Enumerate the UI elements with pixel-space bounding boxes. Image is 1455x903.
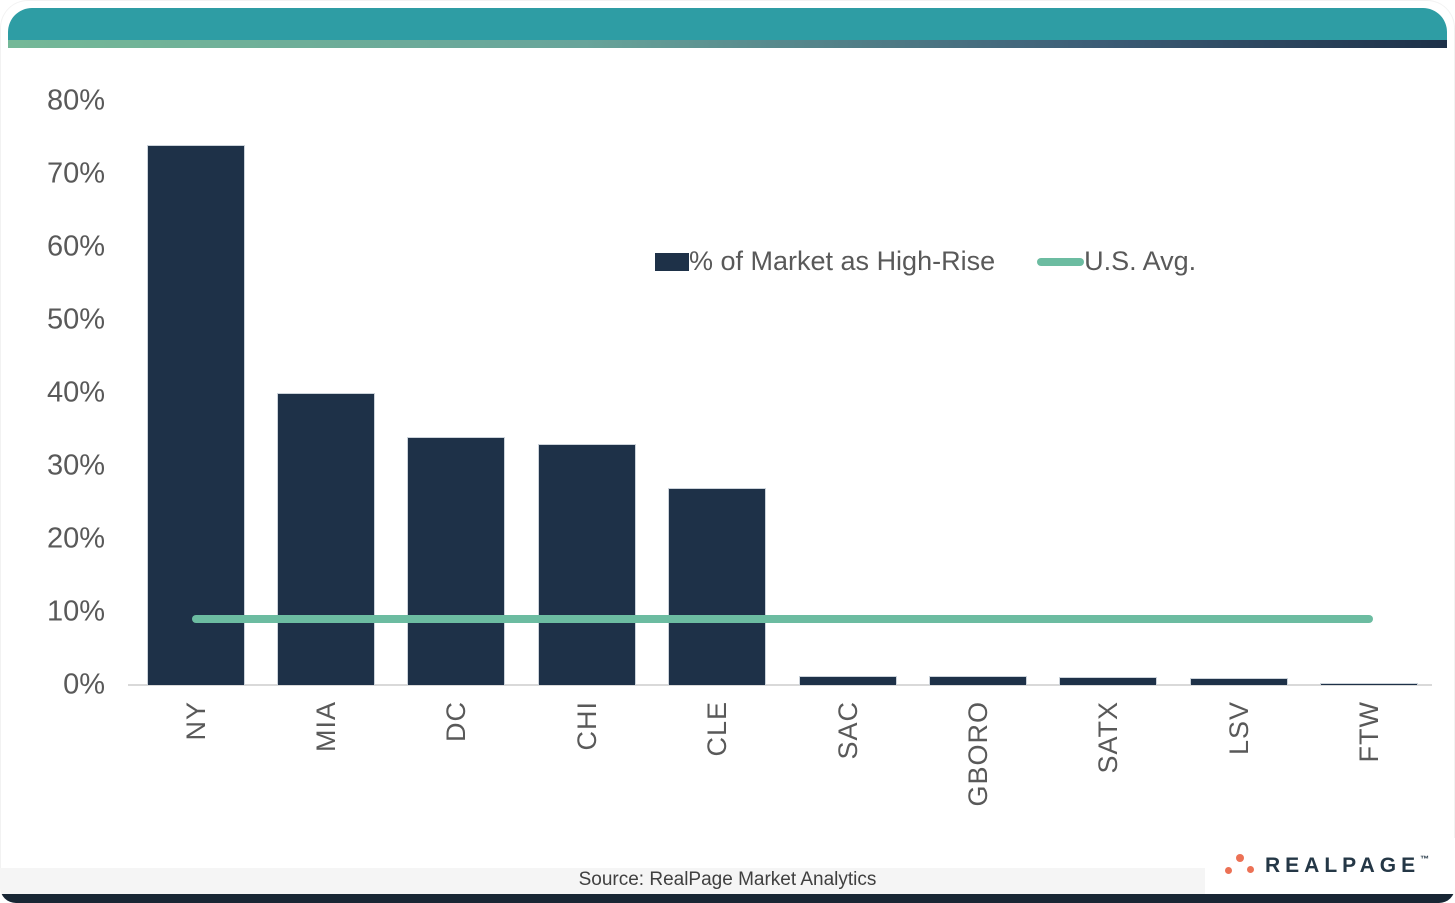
- legend-bar-label: % of Market as High-Rise: [689, 246, 996, 276]
- y-tick-label: 60%: [46, 230, 105, 263]
- y-tick-label: 50%: [46, 303, 105, 336]
- y-tick-label: 30%: [46, 449, 105, 482]
- us-avg-line: [191, 615, 1374, 624]
- source-text: Source: RealPage Market Analytics: [578, 869, 877, 890]
- footer-navy-bar: [0, 894, 1455, 903]
- x-axis-line: [128, 684, 1432, 686]
- bar-satx: [1059, 676, 1158, 685]
- y-tick-label: 80%: [46, 84, 105, 117]
- legend-line-swatch: [1037, 257, 1085, 266]
- legend: % of Market as High-Rise U.S. Avg.: [655, 246, 1196, 277]
- x-tick-label-cle: CLE: [702, 701, 733, 757]
- y-tick-label: 0%: [63, 668, 105, 701]
- logo-dot: [1225, 867, 1232, 874]
- bar-ny: [146, 144, 245, 685]
- x-tick-label-sac: SAC: [832, 701, 863, 760]
- bar-chi: [537, 444, 636, 685]
- x-tick-label-chi: CHI: [571, 701, 602, 751]
- y-tick-label: 20%: [46, 522, 105, 555]
- bar-cle: [668, 487, 767, 685]
- bar-gboro: [929, 676, 1027, 685]
- x-tick-label-mia: MIA: [311, 701, 341, 753]
- realpage-logo: REALPAGE™: [1205, 838, 1455, 894]
- trademark-mark: ™: [1420, 854, 1430, 864]
- y-tick-label: 70%: [46, 157, 105, 190]
- legend-line-label: U.S. Avg.: [1084, 246, 1197, 276]
- y-tick-label: 40%: [46, 376, 105, 409]
- realpage-dots-icon: [1225, 854, 1257, 878]
- logo-dot: [1236, 854, 1244, 862]
- bar-lsv: [1189, 678, 1288, 685]
- logo-dot: [1247, 866, 1254, 873]
- header-teal-bar: [8, 8, 1447, 40]
- bar-ftw: [1320, 682, 1419, 685]
- legend-bar-swatch: [655, 252, 689, 271]
- y-tick-label: 10%: [46, 595, 105, 628]
- header-gradient-strip: [8, 40, 1447, 48]
- x-tick-label-dc: DC: [441, 701, 472, 742]
- bar-dc: [407, 436, 506, 685]
- x-tick-label-gboro: GBORO: [963, 701, 993, 807]
- x-tick-label-ftw: FTW: [1354, 701, 1385, 763]
- x-tick-label-ny: NY: [180, 701, 211, 741]
- bar-sac: [798, 676, 897, 685]
- x-tick-label-satx: SATX: [1093, 701, 1124, 774]
- bar-mia: [277, 393, 375, 685]
- realpage-logo-text: REALPAGE™: [1265, 854, 1430, 877]
- x-tick-label-lsv: LSV: [1223, 701, 1254, 756]
- y-axis: 0% 10% 20% 30% 40% 50% 60% 70% 80%: [30, 0, 105, 903]
